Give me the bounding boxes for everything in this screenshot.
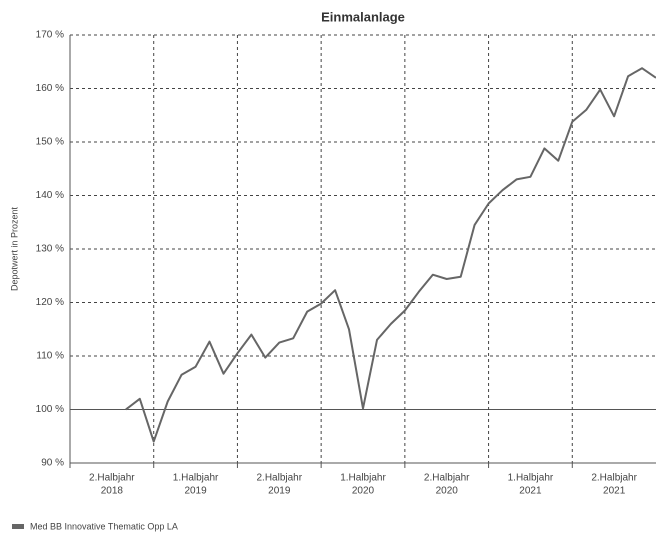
x-tick-label: 2021	[603, 486, 626, 497]
x-tick-label: 2020	[352, 486, 375, 497]
x-tick-label: 2021	[519, 486, 542, 497]
y-tick-label: 110 %	[36, 351, 64, 362]
x-tick-label: 2.Halbjahr	[591, 473, 637, 484]
x-tick-label: 1.Halbjahr	[508, 473, 554, 484]
x-tick-label: 2.Halbjahr	[256, 473, 302, 484]
y-tick-label: 160 %	[36, 83, 64, 94]
y-axis-label: Depotwert in Prozent	[9, 206, 19, 291]
x-tick-label: 2019	[268, 486, 291, 497]
y-tick-label: 150 %	[36, 137, 64, 148]
legend-swatch	[12, 524, 24, 529]
x-tick-label: 2018	[101, 486, 124, 497]
y-tick-label: 170 %	[36, 30, 64, 41]
series-line	[125, 67, 656, 443]
legend-label: Med BB Innovative Thematic Opp LA	[30, 521, 178, 531]
y-tick-label: 140 %	[36, 190, 64, 201]
x-tick-label: 2020	[436, 486, 459, 497]
y-tick-label: 90 %	[41, 458, 64, 469]
y-tick-label: 100 %	[36, 404, 64, 415]
x-tick-label: 2019	[184, 486, 207, 497]
chart-title: Einmalanlage	[321, 9, 405, 24]
x-tick-label: 2.Halbjahr	[424, 473, 470, 484]
x-tick-label: 2.Halbjahr	[89, 473, 135, 484]
y-tick-label: 120 %	[36, 297, 64, 308]
x-tick-label: 1.Halbjahr	[173, 473, 219, 484]
x-tick-label: 1.Halbjahr	[340, 473, 386, 484]
y-tick-label: 130 %	[36, 244, 64, 255]
